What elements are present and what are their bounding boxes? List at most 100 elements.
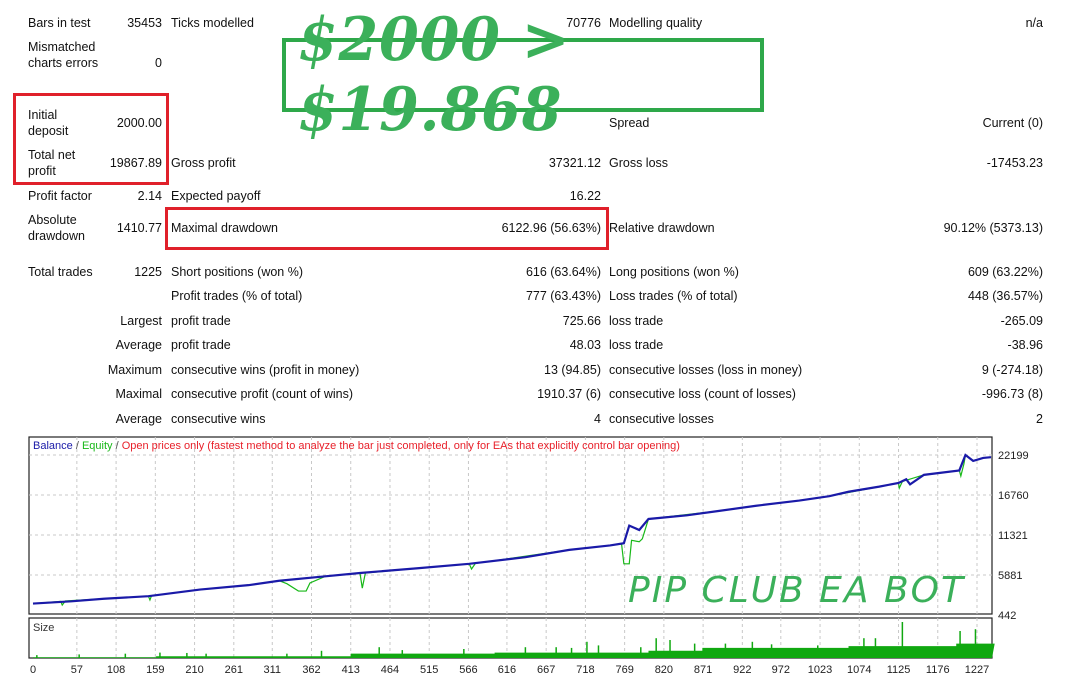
label-average-consecutive: Average <box>115 412 162 426</box>
value-long-positions: 609 (63.22%) <box>967 265 1043 279</box>
banner-box: $2000 > $19.868 <box>282 5 764 145</box>
x-tick-label: 108 <box>107 664 125 676</box>
label-maximal-consecutive-profit: consecutive profit (count of wins) <box>171 387 354 401</box>
legend-mode: Open prices only (fastest method to anal… <box>121 440 680 452</box>
label-total-net-profit: Total net profit <box>28 148 76 178</box>
legend-separator: / <box>112 440 122 452</box>
value-spread: Current (0) <box>982 116 1043 130</box>
value-gross-loss: -17453.23 <box>986 156 1043 170</box>
label-largest: Largest <box>120 314 162 328</box>
label-maximal: Maximal <box>115 387 162 401</box>
value-initial-deposit: 2000.00 <box>116 116 162 130</box>
x-tick-label: 0 <box>30 664 36 676</box>
label-max-consecutive-wins: consecutive wins (profit in money) <box>171 363 360 377</box>
legend-equity: Equity <box>81 440 113 452</box>
value-largest-profit-trade: 725.66 <box>562 314 601 328</box>
label-ticks-modelled: Ticks modelled <box>171 16 254 30</box>
label-spread: Spread <box>609 116 650 130</box>
label-average-consecutive-losses: consecutive losses <box>609 412 714 426</box>
label-mismatched-charts-errors: Mismatched charts errors <box>28 40 99 70</box>
legend-balance: Balance <box>33 440 73 452</box>
value-total-trades: 1225 <box>134 265 162 279</box>
label-average-loss-trade: loss trade <box>609 338 664 352</box>
value-short-positions: 616 (63.64%) <box>525 265 601 279</box>
label-long-positions: Long positions (won %) <box>609 265 739 279</box>
x-tick-label: 1023 <box>808 664 832 676</box>
x-tick-label: 718 <box>576 664 594 676</box>
legend-separator: / <box>72 440 82 452</box>
y-tick-label: 22199 <box>998 450 1029 462</box>
y-tick-label: 442 <box>998 610 1016 622</box>
value-maximal-consecutive-loss: -996.73 (8) <box>981 387 1043 401</box>
x-tick-label: 210 <box>185 664 203 676</box>
value-modelling-quality: n/a <box>1025 16 1043 30</box>
value-average-loss-trade: -38.96 <box>1007 338 1043 352</box>
label-maximal-drawdown: Maximal drawdown <box>171 221 278 235</box>
label-expected-payoff: Expected payoff <box>171 189 261 203</box>
x-tick-label: 566 <box>459 664 477 676</box>
x-tick-label: 311 <box>263 664 281 676</box>
x-tick-label: 871 <box>694 664 712 676</box>
size-panel-label: Size <box>33 622 55 634</box>
x-tick-label: 261 <box>225 664 243 676</box>
label-average-consecutive-wins: consecutive wins <box>171 412 266 426</box>
value-profit-factor: 2.14 <box>137 189 162 203</box>
x-tick-label: 515 <box>420 664 438 676</box>
x-tick-label: 972 <box>772 664 790 676</box>
label-profit-trades: Profit trades (% of total) <box>171 289 303 303</box>
x-tick-label: 1125 <box>887 664 911 676</box>
value-absolute-drawdown: 1410.77 <box>116 221 162 235</box>
label-average: Average <box>115 338 162 352</box>
x-tick-label: 922 <box>733 664 751 676</box>
label-total-trades: Total trades <box>28 265 93 279</box>
label-short-positions: Short positions (won %) <box>171 265 304 279</box>
x-tick-label: 616 <box>498 664 516 676</box>
label-initial-deposit: Initial deposit <box>28 108 69 138</box>
label-modelling-quality: Modelling quality <box>609 16 703 30</box>
chart-legend: Balance / Equity / Open prices only (fas… <box>33 440 680 452</box>
value-relative-drawdown: 90.12% (5373.13) <box>943 221 1043 235</box>
label-bars-in-test: Bars in test <box>28 16 91 30</box>
x-tick-label: 1074 <box>847 664 871 676</box>
value-ticks-modelled: 70776 <box>566 16 601 30</box>
value-total-net-profit: 19867.89 <box>109 156 162 170</box>
value-maximal-consecutive-profit: 1910.37 (6) <box>537 387 601 401</box>
value-expected-payoff: 16.22 <box>569 189 601 203</box>
label-gross-loss: Gross loss <box>609 156 669 170</box>
value-loss-trades: 448 (36.57%) <box>967 289 1043 303</box>
balance-line <box>32 453 992 605</box>
label-gross-profit: Gross profit <box>171 156 236 170</box>
value-mismatched-charts-errors: 0 <box>155 56 162 70</box>
y-tick-label: 16760 <box>998 490 1029 502</box>
x-tick-label: 769 <box>615 664 633 676</box>
value-profit-trades: 777 (63.43%) <box>525 289 601 303</box>
label-largest-loss-trade: loss trade <box>609 314 664 328</box>
x-tick-label: 159 <box>146 664 164 676</box>
label-maximum: Maximum <box>107 363 162 377</box>
x-tick-label: 57 <box>71 664 83 676</box>
value-gross-profit: 37321.12 <box>548 156 601 170</box>
size-area <box>33 643 995 658</box>
label-relative-drawdown: Relative drawdown <box>609 221 715 235</box>
value-maximal-drawdown: 6122.96 (56.63%) <box>501 221 601 235</box>
value-bars-in-test: 35453 <box>127 16 162 30</box>
value-average-consecutive-wins: 4 <box>594 412 601 426</box>
x-tick-label: 667 <box>537 664 555 676</box>
value-largest-loss-trade: -265.09 <box>1000 314 1043 328</box>
x-tick-label: 464 <box>381 664 399 676</box>
x-tick-label: 820 <box>655 664 673 676</box>
label-max-consecutive-losses: consecutive losses (loss in money) <box>609 363 803 377</box>
label-maximal-consecutive-loss: consecutive loss (count of losses) <box>609 387 796 401</box>
label-absolute-drawdown: Absolute drawdown <box>28 213 85 243</box>
label-largest-profit-trade: profit trade <box>171 314 231 328</box>
banner-text: $2000 > $19.868 <box>297 5 571 145</box>
label-loss-trades: Loss trades (% of total) <box>609 289 738 303</box>
label-profit-factor: Profit factor <box>28 189 92 203</box>
x-tick-label: 1176 <box>926 664 950 676</box>
y-tick-label: 11321 <box>998 530 1028 542</box>
value-max-consecutive-wins: 13 (94.85) <box>544 363 601 377</box>
label-average-profit-trade: profit trade <box>171 338 231 352</box>
highlight-box-deposit-profit <box>13 93 169 185</box>
x-tick-label: 362 <box>302 664 320 676</box>
